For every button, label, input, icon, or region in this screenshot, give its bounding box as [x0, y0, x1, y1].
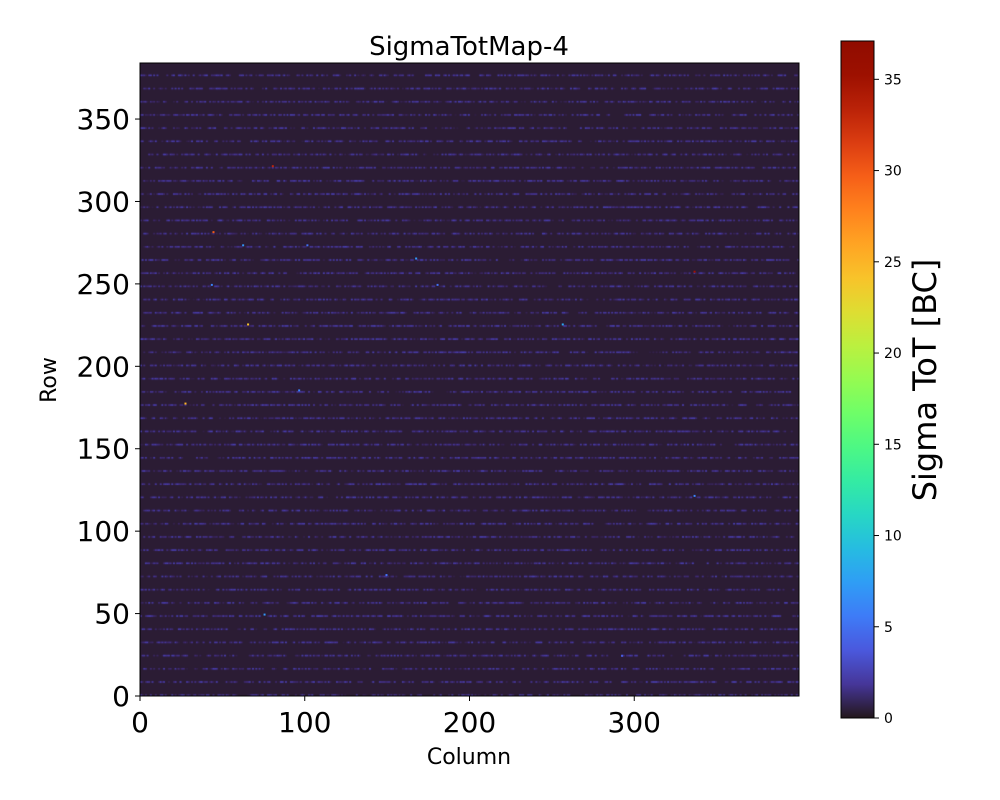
x-tick-label: 200 [443, 706, 496, 739]
y-tick-label: 0 [112, 680, 130, 713]
hot-pixel [561, 323, 564, 326]
chart-title: SigmaTotMap-4 [369, 32, 569, 62]
x-tick-label: 0 [131, 706, 149, 739]
hot-pixel [415, 257, 418, 260]
hot-pixel [306, 244, 309, 247]
hot-pixel [263, 613, 266, 616]
y-tick-label: 200 [77, 350, 130, 383]
hot-pixel [621, 654, 624, 657]
hot-pixel [385, 574, 388, 577]
hot-pixel [212, 231, 215, 234]
colorbar-tick-label: 30 [884, 164, 902, 180]
x-axis-label: Column [427, 745, 511, 770]
hot-pixel [184, 402, 187, 405]
y-tick-label: 50 [94, 598, 130, 631]
colorbar-label: Sigma ToT [BC] [906, 259, 944, 502]
colorbar-tick-label: 35 [884, 72, 902, 88]
colorbar-tick-label: 15 [884, 437, 902, 453]
x-tick-label: 300 [608, 706, 661, 739]
hot-pixel [247, 323, 250, 326]
colorbar-tick-label: 5 [884, 620, 893, 636]
hot-pixel [298, 389, 301, 392]
heatmap-canvas [140, 63, 799, 696]
x-tick-label: 100 [278, 706, 331, 739]
y-tick-label: 250 [77, 268, 130, 301]
hot-pixel [436, 283, 439, 286]
plot-frame [139, 62, 800, 697]
y-tick-label: 300 [77, 185, 130, 218]
hot-pixel [271, 165, 274, 168]
colorbar-tick-label: 20 [884, 346, 902, 362]
y-tick-label: 100 [77, 515, 130, 548]
colorbar [840, 40, 875, 719]
colorbar-tick-label: 25 [884, 255, 902, 271]
hot-pixel [242, 244, 245, 247]
y-tick-label: 150 [77, 433, 130, 466]
hot-pixel [693, 494, 696, 497]
y-tick-label: 350 [77, 103, 130, 136]
colorbar-tick-label: 0 [884, 711, 893, 727]
colorbar-tick-label: 10 [884, 529, 902, 545]
hot-pixel [693, 270, 696, 273]
hot-pixel [210, 283, 213, 286]
y-axis-label: Row [37, 357, 62, 403]
